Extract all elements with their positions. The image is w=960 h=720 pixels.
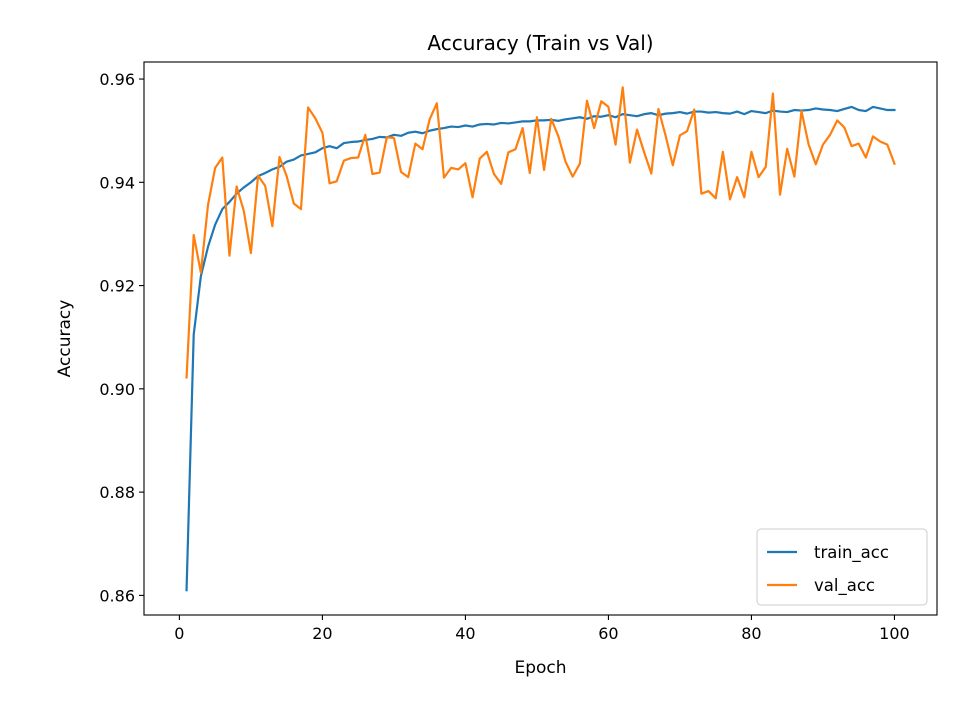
x-tick-label: 60: [598, 624, 618, 643]
x-tick-label: 100: [879, 624, 910, 643]
series-line-val-acc: [185, 86, 896, 379]
legend-box: [756, 528, 928, 606]
y-tick-label: 0.94: [99, 173, 135, 192]
y-tick-label: 0.90: [99, 380, 135, 399]
axes-layer: [143, 61, 938, 616]
legend-label-train-acc: train_acc: [814, 543, 889, 563]
ticks-layer: 0 20 40 60 80 100 0.86 0.88 0.90 0.92 0.94 0.96: [99, 70, 909, 643]
y-axis-label: Accuracy: [55, 300, 75, 378]
x-axis-label: Epoch: [514, 658, 566, 678]
x-tick-label: 20: [312, 624, 332, 643]
x-tick-label: 0: [174, 624, 184, 643]
plot-frame: [143, 61, 938, 616]
chart-title: Accuracy (Train vs Val): [427, 31, 653, 55]
legend-label-val-acc: val_acc: [814, 576, 875, 596]
series-layer: [185, 86, 896, 592]
legend: train_acc val_acc: [756, 528, 928, 606]
y-tick-label: 0.88: [99, 483, 135, 502]
y-tick-label: 0.86: [99, 586, 135, 605]
x-tick-label: 40: [455, 624, 475, 643]
y-tick-label: 0.96: [99, 70, 135, 89]
x-tick-label: 80: [741, 624, 761, 643]
y-tick-label: 0.92: [99, 277, 135, 296]
